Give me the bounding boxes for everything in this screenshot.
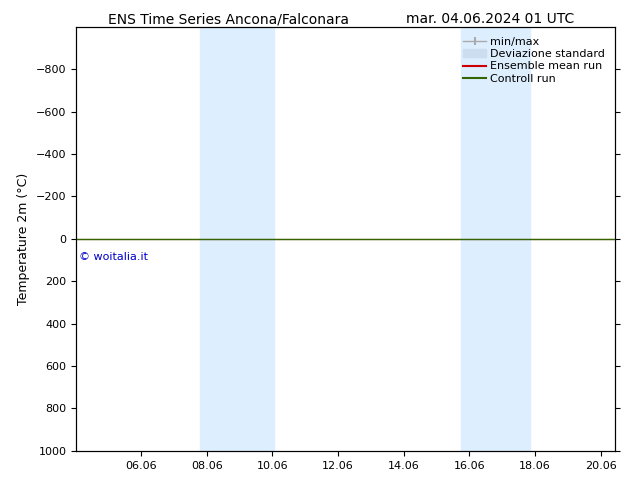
Text: © woitalia.it: © woitalia.it	[79, 251, 148, 262]
Y-axis label: Temperature 2m (°C): Temperature 2m (°C)	[17, 173, 30, 305]
Text: mar. 04.06.2024 01 UTC: mar. 04.06.2024 01 UTC	[406, 12, 574, 26]
Bar	[200, 27, 274, 451]
Text: ENS Time Series Ancona/Falconara: ENS Time Series Ancona/Falconara	[108, 12, 349, 26]
Bar	[461, 27, 529, 451]
Legend: min/max, Deviazione standard, Ensemble mean run, Controll run: min/max, Deviazione standard, Ensemble m…	[459, 32, 609, 88]
